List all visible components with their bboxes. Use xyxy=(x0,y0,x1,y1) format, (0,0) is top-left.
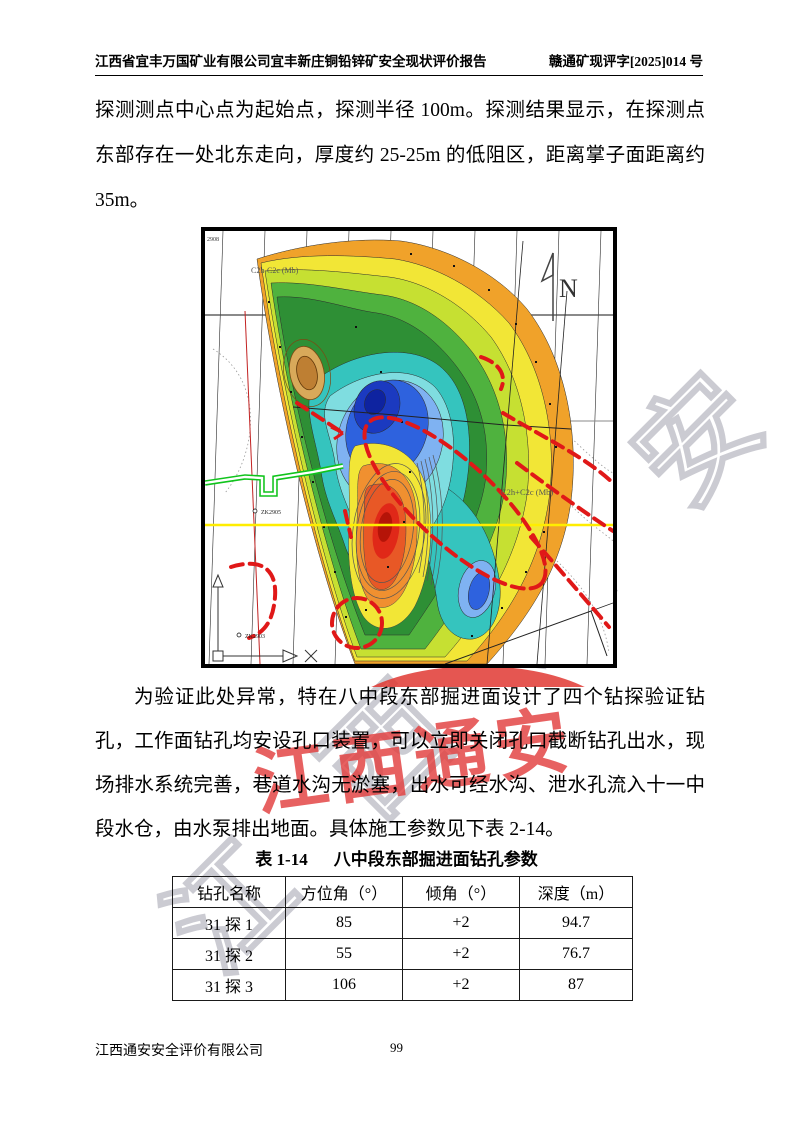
table-header-row: 钻孔名称 方位角（°） 倾角（°） 深度（m） xyxy=(172,876,633,908)
cell-azimuth: 55 xyxy=(285,938,403,970)
table-row: 31 探 3 106 +2 87 xyxy=(172,969,633,1001)
cell-azimuth: 106 xyxy=(285,969,403,1001)
col-header-azimuth: 方位角（°） xyxy=(285,876,403,908)
map-corner-label: 2908 xyxy=(207,237,219,243)
table-row: 31 探 2 55 +2 76.7 xyxy=(172,938,633,970)
paragraph-detection-result: 探测测点中心点为起始点，探测半径 100m。探测结果显示，在探测点东部存在一处北… xyxy=(95,100,705,211)
brown-contour-knot xyxy=(283,339,331,407)
borehole-parameters-table: 钻孔名称 方位角（°） 倾角（°） 深度（m） 31 探 1 85 +2 94.… xyxy=(172,876,633,1001)
warm-anomaly xyxy=(348,443,443,629)
cell-hole-name: 31 探 3 xyxy=(172,969,286,1001)
header-report-title: 江西省宜丰万国矿业有限公司宜丰新庄铜铅锌矿安全现状评价报告 xyxy=(95,54,487,69)
cell-depth: 76.7 xyxy=(519,938,633,970)
fault-arrowhead xyxy=(330,425,344,441)
resistivity-contour-map: N 2908 C2h-C2c (Mb) C2h+C2c (Mb) ZK2905 … xyxy=(201,227,617,668)
drillhole-markers: ZK2905 ZK2903 xyxy=(236,508,281,640)
coordinate-axis-icon xyxy=(212,573,318,663)
cell-azimuth: 85 xyxy=(285,907,403,939)
fault-dashed-lines xyxy=(229,355,613,650)
north-arrow-icon: N xyxy=(540,252,578,321)
cell-dip: +2 xyxy=(402,938,520,970)
formation-label-right: C2h+C2c (Mb) xyxy=(501,487,553,497)
cell-hole-name: 31 探 2 xyxy=(172,938,286,970)
table-row: 31 探 1 85 +2 94.7 xyxy=(172,907,633,939)
svg-text:ZK2905: ZK2905 xyxy=(261,510,281,516)
station-ticks xyxy=(268,253,557,637)
formation-label-top: C2h-C2c (Mb) xyxy=(251,266,299,275)
table-title: 表 1-14 八中段东部掘进面钻孔参数 xyxy=(0,845,793,870)
col-header-hole-name: 钻孔名称 xyxy=(172,876,286,908)
paragraph-verification-plan: 为验证此处异常，特在八中段东部掘进面设计了四个钻探验证钻孔，工作面钻孔均安设孔口… xyxy=(95,687,705,840)
tunnel-lines xyxy=(205,463,344,497)
cell-depth: 87 xyxy=(519,969,633,1001)
col-header-dip: 倾角（°） xyxy=(402,876,520,908)
svg-text:N: N xyxy=(559,274,578,303)
svg-text:ZK2903: ZK2903 xyxy=(245,634,265,640)
red-seal-arc-watermark xyxy=(332,666,624,687)
header-doc-number: 赣通矿现评字[2025]014 号 xyxy=(548,54,703,69)
cell-hole-name: 31 探 1 xyxy=(172,907,286,939)
cell-depth: 94.7 xyxy=(519,907,633,939)
page-header: 江西省宜丰万国矿业有限公司宜丰新庄铜铅锌矿安全现状评价报告 赣通矿现评字[202… xyxy=(95,50,703,76)
cell-dip: +2 xyxy=(402,907,520,939)
contour-map-svg: N 2908 C2h-C2c (Mb) C2h+C2c (Mb) ZK2905 … xyxy=(205,231,613,664)
footer-company: 江西通安安全评价有限公司 xyxy=(95,1044,263,1059)
col-header-depth: 深度（m） xyxy=(519,876,633,908)
red-section-line xyxy=(244,310,261,664)
table-caption: 八中段东部掘进面钻孔参数 xyxy=(333,850,538,869)
table-number: 表 1-14 xyxy=(255,850,308,869)
page-number: 99 xyxy=(390,1040,403,1055)
cell-dip: +2 xyxy=(402,969,520,1001)
